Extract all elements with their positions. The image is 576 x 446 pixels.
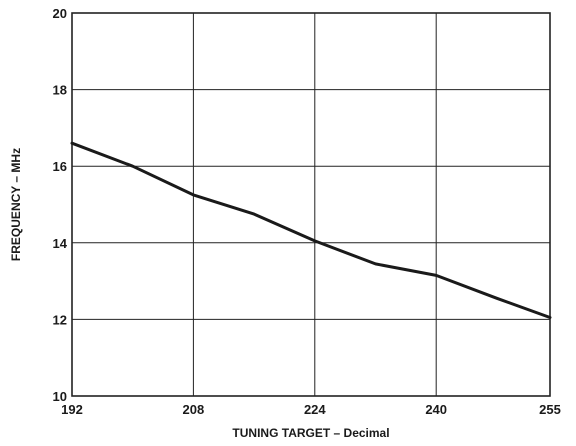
y-tick-label: 18: [53, 83, 67, 98]
grid-lines: [71, 12, 551, 397]
y-tick-label: 12: [53, 312, 67, 327]
x-tick-label: 240: [425, 402, 447, 417]
series-layer: [70, 141, 552, 319]
x-tick-label: 224: [304, 402, 326, 417]
y-tick-label: 14: [53, 236, 68, 251]
y-axis-label: FREQUENCY – MHz: [9, 148, 23, 261]
x-axis-label: TUNING TARGET – Decimal: [232, 426, 389, 440]
y-tick-label: 10: [53, 389, 67, 404]
frequency-series-line: [70, 141, 552, 319]
plot-frame: [71, 12, 551, 397]
y-tick-label: 16: [53, 159, 67, 174]
x-tick-label: 208: [183, 402, 205, 417]
x-tick-label: 255: [539, 402, 561, 417]
x-tick-label: 192: [61, 402, 83, 417]
y-tick-label: 20: [53, 6, 67, 21]
x-tick-labels: 192 208 224 240 255: [61, 402, 561, 417]
y-tick-labels: 10 12 14 16 18 20: [53, 6, 68, 404]
